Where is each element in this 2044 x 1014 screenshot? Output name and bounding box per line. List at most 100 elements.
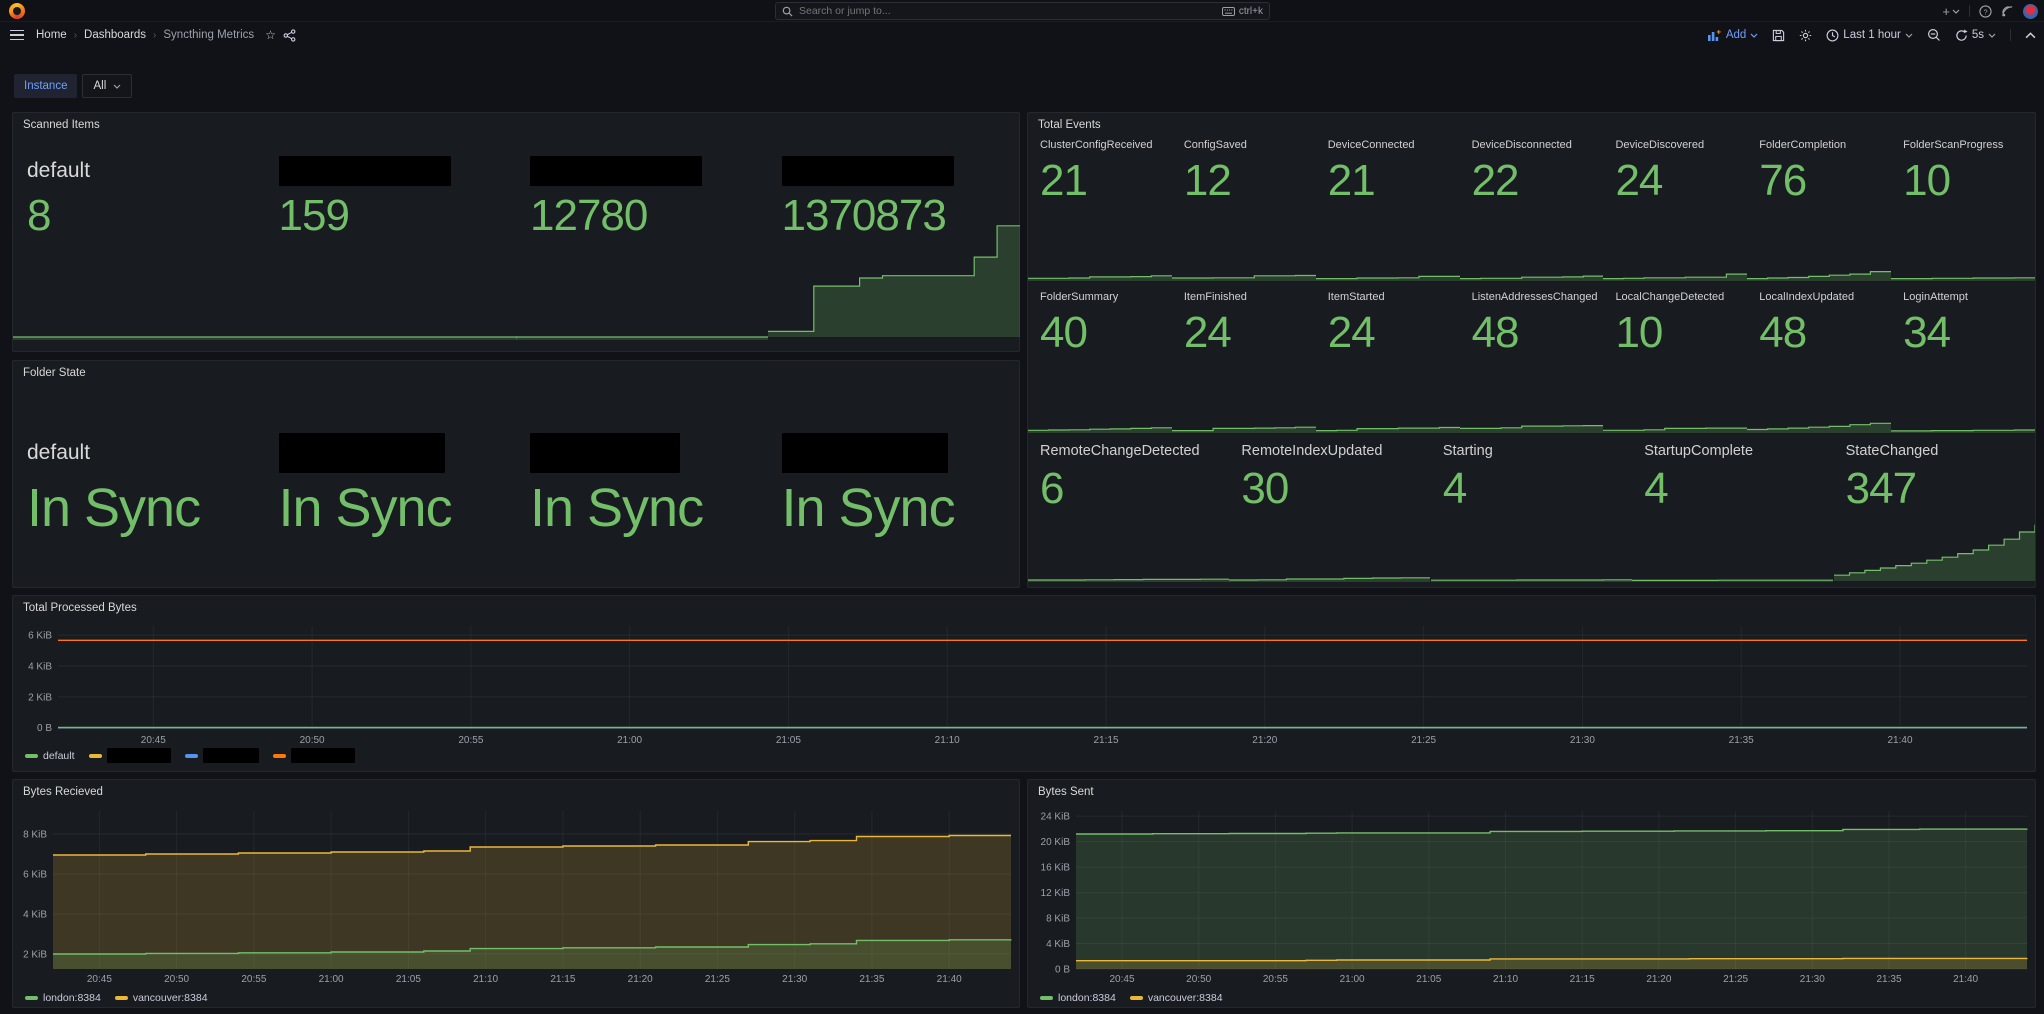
refresh-icon [1956, 28, 1968, 41]
x-tick-label: 21:30 [782, 974, 807, 985]
help-icon[interactable]: ? [1979, 4, 1992, 18]
bytes-recieved-svg[interactable]: 2 KiB 4 KiB 6 KiB 8 KiB 20:45 20:50 20:55 21:00… [15, 807, 1017, 987]
sparkline-svg [1632, 579, 1834, 582]
stat-redacted: In Sync [516, 379, 768, 539]
legend-item[interactable]: london:8384 [25, 992, 101, 1004]
breadcrumb-dashboards[interactable]: Dashboards [84, 29, 147, 41]
y-tick-label: 24 KiB [1041, 812, 1071, 823]
grafana-logo-icon[interactable] [9, 3, 25, 19]
sparkline-svg [1459, 425, 1604, 433]
stat-ListenAddressesChanged: ListenAddressesChanged 48 [1459, 283, 1604, 435]
panel-title[interactable]: Folder State [23, 367, 86, 379]
stat-value: 8 [27, 191, 51, 240]
breadcrumb-home[interactable]: Home [36, 29, 67, 41]
x-tick-label: 20:45 [87, 974, 112, 985]
panel-total-events: Total Events ClusterConfigReceived 21 Conf… [1027, 112, 2036, 588]
stat-label: LocalIndexUpdated [1759, 291, 1855, 303]
sparkline-svg [1315, 426, 1460, 433]
sparkline [1747, 265, 1892, 281]
sparkline-svg [264, 336, 517, 340]
stat-Starting: Starting 4 [1430, 435, 1632, 583]
chevron-down-icon [1952, 9, 1960, 14]
panel-title[interactable]: Total Events [1038, 119, 1101, 131]
refresh-button[interactable]: 5s [1955, 28, 1996, 42]
legend-item[interactable]: vancouver:8384 [1129, 992, 1223, 1004]
new-button[interactable]: + [1942, 5, 1960, 18]
stat-redacted: In Sync [768, 379, 1020, 539]
redacted-label [530, 433, 680, 473]
legend-item[interactable]: vancouver:8384 [114, 992, 208, 1004]
panel-title[interactable]: Bytes Recieved [23, 786, 103, 798]
sparkline-svg [1028, 427, 1172, 433]
bytes-sent-svg[interactable]: 0 B 4 KiB 8 KiB 12 KiB 16 KiB 20 KiB 24 KiB 20:… [1030, 807, 2033, 987]
stat-value: 34 [1903, 308, 1951, 357]
bytes-recieved-chart[interactable]: 2 KiB 4 KiB 6 KiB 8 KiB 20:45 20:50 20:55 21:00… [15, 807, 1017, 987]
legend-item[interactable]: default [25, 750, 75, 762]
sparkline [1632, 569, 1834, 582]
sparkline-svg [1833, 524, 2036, 581]
stat-LocalChangeDetected: LocalChangeDetected 10 [1603, 283, 1748, 435]
search-input[interactable] [799, 5, 1216, 17]
zoom-out-icon[interactable] [1927, 28, 1941, 42]
stat-label: Starting [1442, 443, 1493, 459]
total-processed-bytes-chart[interactable]: 0 B 2 KiB 4 KiB 6 KiB 20:45 20:50 20:55 21:00 21… [15, 622, 2033, 748]
share-icon[interactable] [283, 28, 296, 42]
panel-title[interactable]: Total Processed Bytes [23, 602, 137, 614]
search-icon [782, 6, 793, 17]
sparkline-svg [1603, 427, 1748, 433]
bytes-sent-chart[interactable]: 0 B 4 KiB 8 KiB 12 KiB 16 KiB 20 KiB 24 KiB 20:… [1030, 807, 2033, 987]
instance-variable-dropdown[interactable]: All [82, 74, 133, 98]
events-row-2: FolderSummary 40 ItemFinished 24 ItemStarted… [1028, 283, 2036, 435]
legend-item-redacted[interactable] [88, 748, 171, 763]
sparkline [1171, 265, 1316, 281]
stat-value: 21 [1327, 156, 1376, 205]
kiosk-chevron-up-icon[interactable] [2025, 31, 2036, 39]
y-tick-label: 2 KiB [23, 950, 47, 961]
news-icon[interactable] [2001, 5, 2014, 18]
chevron-down-icon [1750, 33, 1758, 38]
sparkline-svg [1603, 273, 1748, 281]
x-tick-label: 21:25 [1723, 974, 1748, 985]
panel-title[interactable]: Bytes Sent [1038, 786, 1094, 798]
legend-item-redacted[interactable] [184, 748, 259, 763]
stat-FolderScanProgress: FolderScanProgress 10 [1891, 131, 2036, 283]
sparkline-svg [1459, 275, 1604, 281]
y-tick-label: 4 KiB [23, 910, 47, 921]
add-panel-button[interactable]: + Add [1707, 29, 1758, 41]
sparkline-svg [1171, 274, 1316, 281]
stat-label: RemoteIndexUpdated [1241, 443, 1383, 459]
stat-value: 24 [1183, 308, 1232, 357]
stat-value: 24 [1327, 308, 1376, 357]
x-tick-label: 21:10 [1493, 974, 1518, 985]
stat-label: FolderSummary [1040, 291, 1119, 303]
sparkline [1229, 569, 1431, 582]
top-nav-actions: + ? [1942, 0, 2038, 22]
legend-item[interactable]: london:8384 [1040, 992, 1116, 1004]
legend-item-redacted[interactable] [272, 748, 355, 763]
sparkline [1459, 417, 1604, 433]
panel-title[interactable]: Scanned Items [23, 119, 100, 131]
total-processed-bytes-svg[interactable]: 0 B 2 KiB 4 KiB 6 KiB 20:45 20:50 20:55 21:00 21… [15, 622, 2033, 748]
y-tick-label: 4 KiB [28, 662, 52, 673]
stat-label: DeviceConnected [1327, 139, 1415, 151]
search-bar[interactable]: ctrl+k [775, 2, 1270, 20]
divider [1969, 5, 1970, 17]
save-icon[interactable] [1772, 29, 1785, 42]
redacted-label [781, 433, 948, 473]
menu-icon[interactable] [10, 27, 24, 44]
panel-scanned-items: Scanned Items default 8 159 12780 137087… [12, 112, 1020, 352]
user-avatar[interactable] [2023, 3, 2038, 19]
x-tick-label: 20:50 [300, 735, 325, 746]
instance-variable-label: Instance [14, 74, 78, 98]
settings-gear-icon[interactable] [1799, 29, 1812, 42]
stat-ClusterConfigReceived: ClusterConfigReceived 21 [1028, 131, 1172, 283]
divider [2010, 29, 2011, 41]
y-tick-label: 8 KiB [23, 830, 47, 841]
x-tick-label: 21:15 [550, 974, 575, 985]
stat-redacted: 12780 [516, 131, 768, 340]
sparkline [1028, 417, 1172, 433]
time-range-picker[interactable]: Last 1 hour [1826, 29, 1913, 42]
stat-LocalIndexUpdated: LocalIndexUpdated 48 [1747, 283, 1892, 435]
favorite-star-icon[interactable]: ☆ [265, 28, 276, 42]
stat-label: FolderScanProgress [1903, 139, 2004, 151]
